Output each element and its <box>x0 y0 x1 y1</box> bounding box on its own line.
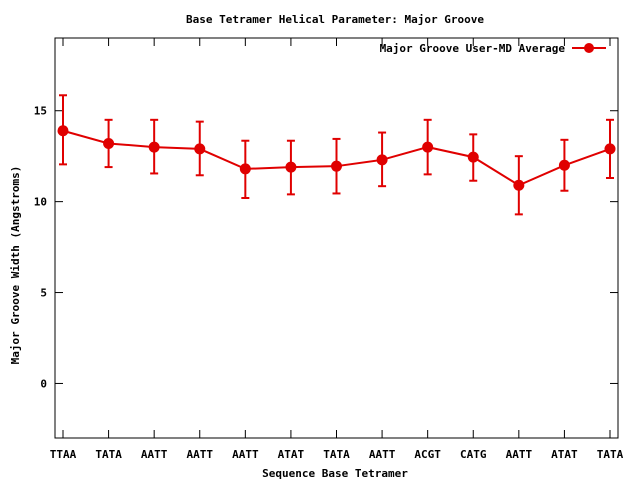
x-tick-label: ATAT <box>551 448 578 461</box>
data-point <box>103 137 115 149</box>
y-tick-label: 0 <box>40 377 47 390</box>
data-point <box>331 160 342 172</box>
x-tick-label: AATT <box>506 448 533 461</box>
data-point <box>194 143 206 155</box>
x-axis-label: Sequence Base Tetramer <box>262 467 408 480</box>
data-point <box>239 163 251 175</box>
x-tick-label: AATT <box>369 448 396 461</box>
y-axis-label: Major Groove Width (Angstroms) <box>9 166 22 365</box>
data-point <box>422 141 434 153</box>
data-point <box>376 154 388 166</box>
y-tick-label: 15 <box>34 105 47 118</box>
x-tick-label: AATT <box>232 448 259 461</box>
x-tick-label: AATT <box>141 448 168 461</box>
plot-frame <box>54 37 619 439</box>
x-tick-label: TATA <box>95 448 122 461</box>
x-tick-label: AATT <box>187 448 214 461</box>
data-point <box>148 141 160 153</box>
data-point <box>467 151 479 163</box>
legend-series-label: Major Groove User-MD Average <box>380 42 566 55</box>
data-point <box>513 179 525 191</box>
y-tick-label: 5 <box>40 287 47 300</box>
data-point <box>604 143 616 155</box>
data-point <box>285 161 297 173</box>
x-tick-label: TATA <box>323 448 350 461</box>
data-point <box>558 159 570 171</box>
data-point <box>57 125 69 137</box>
x-tick-label: ACGT <box>414 448 441 461</box>
legend: Major Groove User-MD Average <box>380 42 606 55</box>
y-tick-label: 10 <box>34 196 47 209</box>
x-tick-label: TATA <box>597 448 624 461</box>
legend-series-marker <box>584 43 594 53</box>
plot-area: 0 5 10 15 TTAA TATA AATT AATT AATT ATAT TATA AATT AC… <box>34 37 624 461</box>
x-tick-label: CATG <box>460 448 487 461</box>
x-tick-label: ATAT <box>278 448 305 461</box>
x-tick-label: TTAA <box>50 448 77 461</box>
chart-title: Base Tetramer Helical Parameter: Major G… <box>186 13 484 26</box>
